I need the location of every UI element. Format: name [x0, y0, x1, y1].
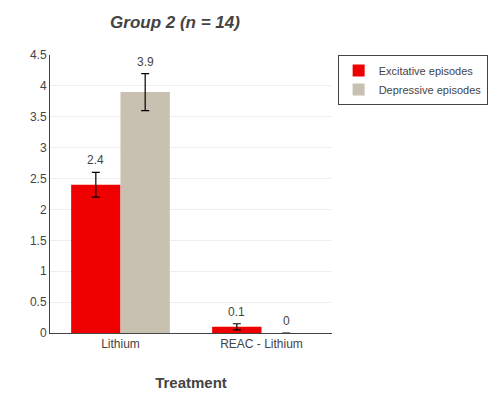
svg-text:Depressive episodes: Depressive episodes	[379, 84, 482, 96]
svg-text:Group 2 (n = 14): Group 2 (n = 14)	[110, 13, 240, 32]
svg-text:3.5: 3.5	[30, 110, 47, 124]
svg-text:Treatment: Treatment	[155, 374, 227, 391]
svg-text:4: 4	[40, 79, 47, 93]
svg-text:0.1: 0.1	[228, 305, 245, 319]
svg-text:Lithium: Lithium	[101, 337, 140, 351]
svg-text:3: 3	[40, 141, 47, 155]
svg-text:4.5: 4.5	[30, 48, 47, 62]
svg-text:REAC - Lithium: REAC - Lithium	[220, 337, 303, 351]
svg-text:0.5: 0.5	[30, 295, 47, 309]
svg-text:0: 0	[40, 326, 47, 340]
svg-text:2.4: 2.4	[87, 153, 104, 167]
svg-text:1: 1	[40, 264, 47, 278]
svg-text:2.5: 2.5	[30, 172, 47, 186]
svg-text:2: 2	[40, 203, 47, 217]
svg-text:3.9: 3.9	[137, 55, 154, 69]
svg-text:1.5: 1.5	[30, 234, 47, 248]
svg-text:Excitative episodes: Excitative episodes	[379, 65, 474, 77]
svg-text:0: 0	[283, 314, 290, 328]
